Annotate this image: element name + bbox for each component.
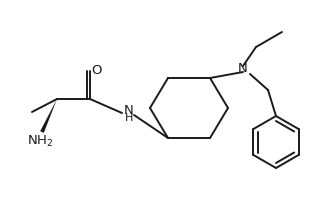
Text: N: N: [124, 104, 134, 116]
Text: H: H: [125, 113, 133, 123]
Text: N: N: [238, 62, 248, 76]
Text: NH$_2$: NH$_2$: [27, 134, 53, 149]
Polygon shape: [40, 99, 57, 133]
Text: O: O: [91, 63, 101, 77]
